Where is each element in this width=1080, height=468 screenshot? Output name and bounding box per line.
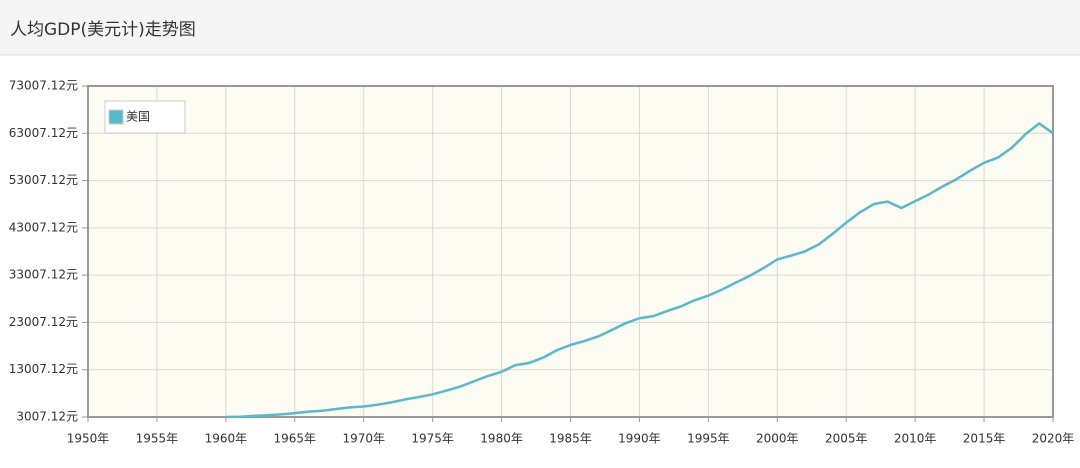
data-line (225, 122, 1054, 419)
x-tick-label: 2000年 (756, 432, 799, 446)
x-tick-label: 1970年 (342, 432, 385, 446)
x-tick-label: 2005年 (825, 432, 868, 446)
x-tick-label: 1960年 (205, 432, 248, 446)
legend-swatch (108, 109, 124, 125)
x-tick-label: 1990年 (618, 432, 661, 446)
x-tick-label: 1980年 (480, 432, 523, 446)
panel-title: 人均GDP(美元计)走势图 (10, 20, 196, 40)
y-tick-label: 3007.12元 (16, 410, 78, 424)
x-tick-label: 1965年 (274, 432, 317, 446)
x-tick-label: 1995年 (687, 432, 730, 446)
x-tick-label: 2010年 (894, 432, 937, 446)
x-tick-label: 1950年 (67, 432, 110, 446)
y-tick-label: 33007.12元 (9, 268, 78, 282)
x-tick-label: 2020年 (1032, 432, 1075, 446)
y-tick-label: 13007.12元 (9, 362, 78, 376)
x-tick-label: 1975年 (411, 432, 454, 446)
y-tick-label: 43007.12元 (9, 220, 78, 234)
y-tick-label: 73007.12元 (9, 79, 78, 93)
panel-header (0, 0, 1080, 55)
plot-border (87, 85, 1054, 418)
x-tick-label: 2015年 (963, 432, 1006, 446)
legend-label: 美国 (126, 110, 150, 124)
y-tick-label: 53007.12元 (9, 173, 78, 187)
x-tick-label: 1955年 (136, 432, 179, 446)
y-tick-label: 23007.12元 (9, 315, 78, 329)
y-tick-label: 63007.12元 (9, 126, 78, 140)
x-tick-label: 1985年 (549, 432, 592, 446)
